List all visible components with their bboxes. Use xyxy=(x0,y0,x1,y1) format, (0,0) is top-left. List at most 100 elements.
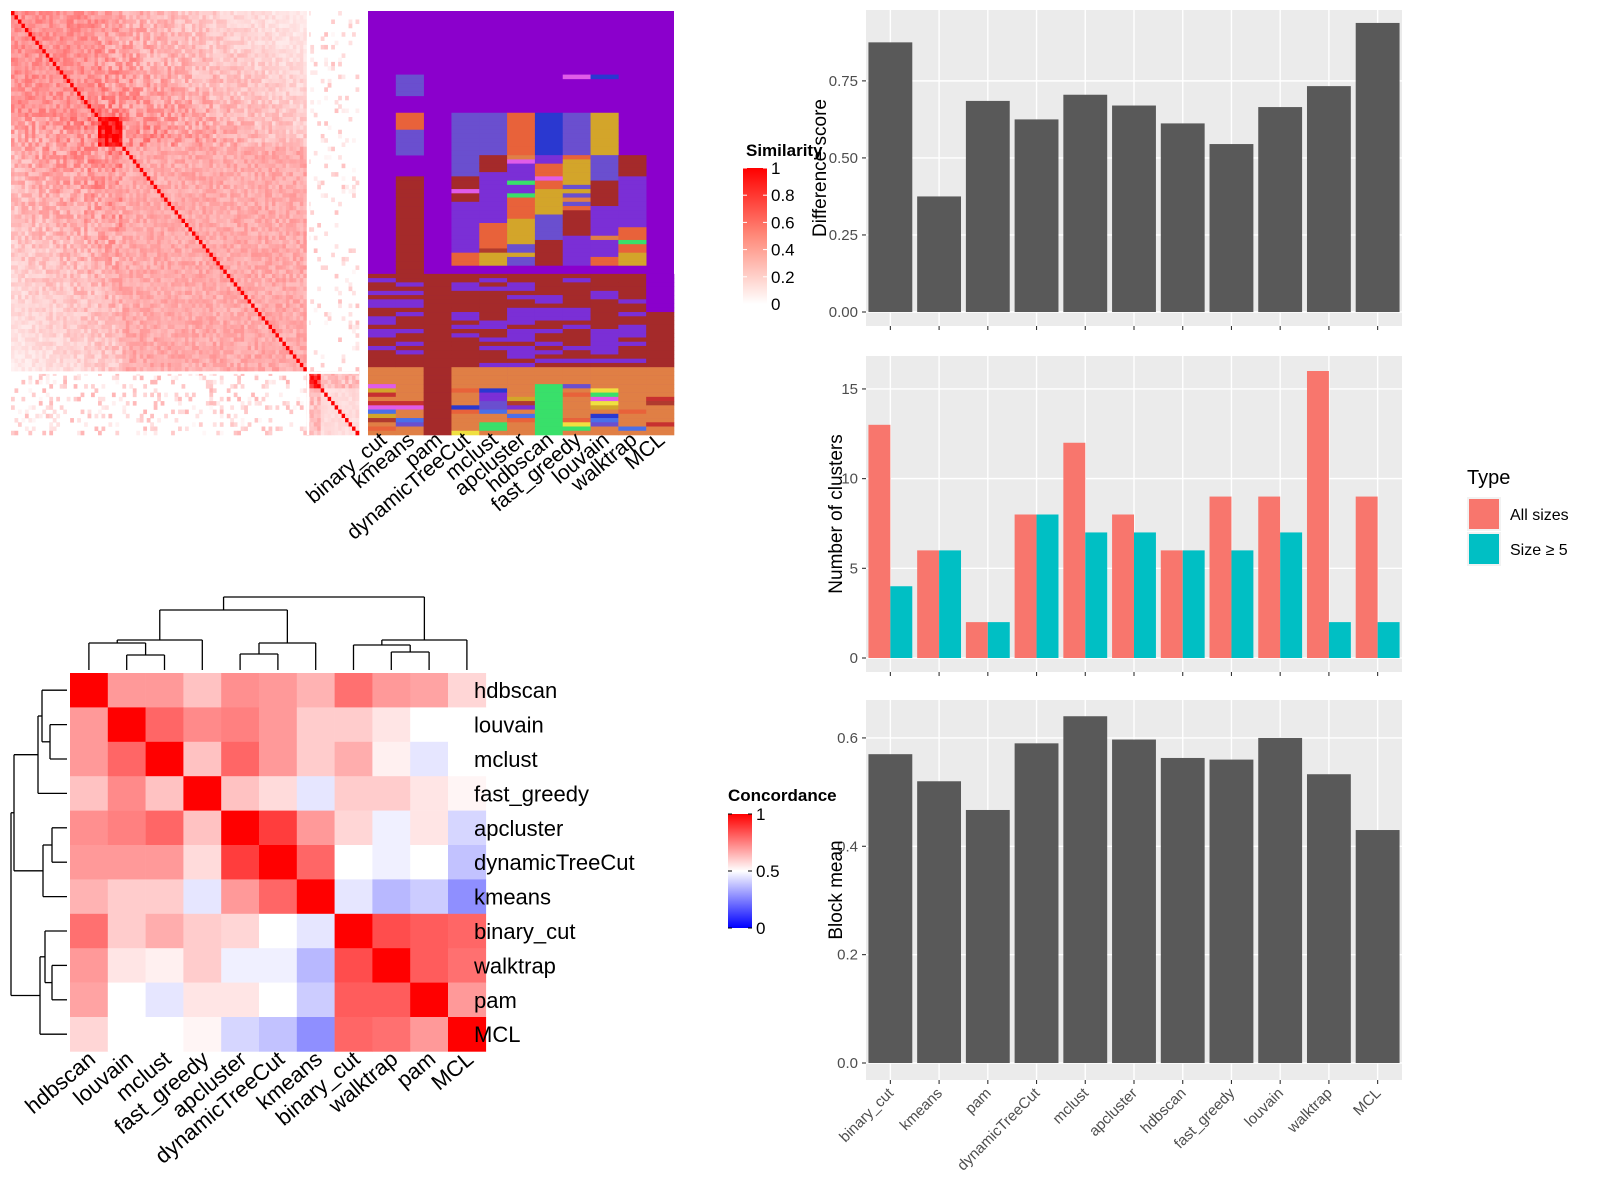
similarity-cell xyxy=(265,112,269,118)
similarity-cell xyxy=(59,210,64,215)
similarity-cell xyxy=(84,40,88,46)
similarity-cell xyxy=(35,95,40,101)
similarity-cell xyxy=(24,193,29,198)
similarity-cell xyxy=(185,27,189,33)
similarity-cell xyxy=(160,27,165,33)
similarity-cell xyxy=(198,95,203,101)
similarity-cell xyxy=(160,142,165,147)
similarity-cell xyxy=(45,235,50,241)
similarity-cell xyxy=(49,87,54,92)
similarity-cell xyxy=(282,15,287,20)
similarity-cell xyxy=(132,95,137,101)
similarity-cell xyxy=(198,66,203,71)
similarity-cell xyxy=(129,235,134,241)
similarity-cell xyxy=(195,53,200,58)
similarity-cell xyxy=(164,231,168,237)
similarity-cell xyxy=(188,214,193,220)
similarity-cell xyxy=(150,214,154,220)
similarity-cell xyxy=(191,104,196,109)
similarity-cell xyxy=(28,159,33,164)
similarity-cell xyxy=(115,40,120,46)
similarity-cell xyxy=(73,112,78,118)
similarity-cell xyxy=(35,239,40,245)
similarity-cell xyxy=(285,180,290,186)
similarity-cell xyxy=(181,108,186,114)
similarity-cell xyxy=(282,66,287,71)
similarity-cell xyxy=(11,223,15,228)
similarity-cell xyxy=(21,117,26,122)
similarity-cell xyxy=(240,159,245,164)
similarity-cell xyxy=(164,87,168,92)
similarity-cell xyxy=(299,49,304,54)
similarity-cell xyxy=(198,117,203,122)
similarity-cell xyxy=(17,163,22,169)
similarity-cell xyxy=(244,66,248,71)
similarity-cell xyxy=(167,121,172,126)
similarity-cell xyxy=(17,159,22,164)
similarity-cell xyxy=(219,23,224,29)
similarity-cell xyxy=(132,159,137,164)
similarity-cell xyxy=(268,121,273,126)
similarity-cell xyxy=(94,27,99,33)
similarity-cell xyxy=(104,78,109,84)
similarity-cell xyxy=(254,227,259,232)
similarity-cell xyxy=(77,95,81,101)
similarity-cell xyxy=(38,223,43,228)
similarity-cell xyxy=(292,189,297,194)
similarity-cell xyxy=(73,227,78,232)
similarity-cell xyxy=(226,44,231,50)
similarity-cell xyxy=(247,223,252,228)
similarity-cell xyxy=(150,223,154,228)
similarity-cell xyxy=(244,223,248,228)
similarity-cell xyxy=(35,61,40,67)
similarity-cell xyxy=(87,172,92,177)
similarity-cell xyxy=(237,23,241,29)
similarity-cell xyxy=(94,70,99,75)
similarity-cell xyxy=(84,70,88,75)
similarity-cell xyxy=(258,167,262,173)
similarity-cell xyxy=(63,223,67,228)
similarity-cell xyxy=(125,142,130,147)
similarity-cell xyxy=(21,133,26,139)
similarity-cell xyxy=(146,248,151,253)
similarity-cell xyxy=(63,244,67,249)
similarity-cell xyxy=(49,189,54,194)
similarity-cell xyxy=(87,100,92,105)
similarity-cell xyxy=(268,36,273,41)
similarity-cell xyxy=(251,248,255,253)
similarity-cell xyxy=(278,206,283,211)
similarity-cell xyxy=(73,167,78,173)
similarity-cell xyxy=(185,66,189,71)
similarity-cell xyxy=(174,108,179,114)
similarity-cell xyxy=(244,218,248,224)
similarity-cell xyxy=(296,184,301,190)
similarity-cell xyxy=(296,239,301,245)
similarity-cell xyxy=(185,210,189,215)
similarity-cell xyxy=(254,146,259,152)
similarity-cell xyxy=(129,155,134,160)
similarity-cell xyxy=(115,74,120,80)
similarity-cell xyxy=(219,117,224,122)
similarity-cell xyxy=(31,167,36,173)
similarity-cell xyxy=(66,193,71,198)
similarity-cell xyxy=(272,210,276,215)
similarity-cell xyxy=(160,108,165,114)
similarity-cell xyxy=(164,189,168,194)
similarity-cell xyxy=(237,227,241,232)
similarity-cell xyxy=(254,87,259,92)
similarity-cell xyxy=(104,231,109,237)
similarity-cell xyxy=(70,19,74,25)
similarity-cell xyxy=(289,61,294,67)
similarity-cell xyxy=(219,32,224,37)
similarity-cell xyxy=(11,231,15,237)
similarity-cell xyxy=(139,61,144,67)
similarity-cell xyxy=(261,112,266,118)
similarity-cell xyxy=(91,74,95,80)
similarity-cell xyxy=(77,227,81,232)
similarity-cell xyxy=(289,172,294,177)
similarity-cell xyxy=(59,87,64,92)
similarity-cell xyxy=(265,117,269,122)
similarity-cell xyxy=(216,193,221,198)
similarity-cell xyxy=(21,125,26,131)
similarity-cell xyxy=(125,206,130,211)
